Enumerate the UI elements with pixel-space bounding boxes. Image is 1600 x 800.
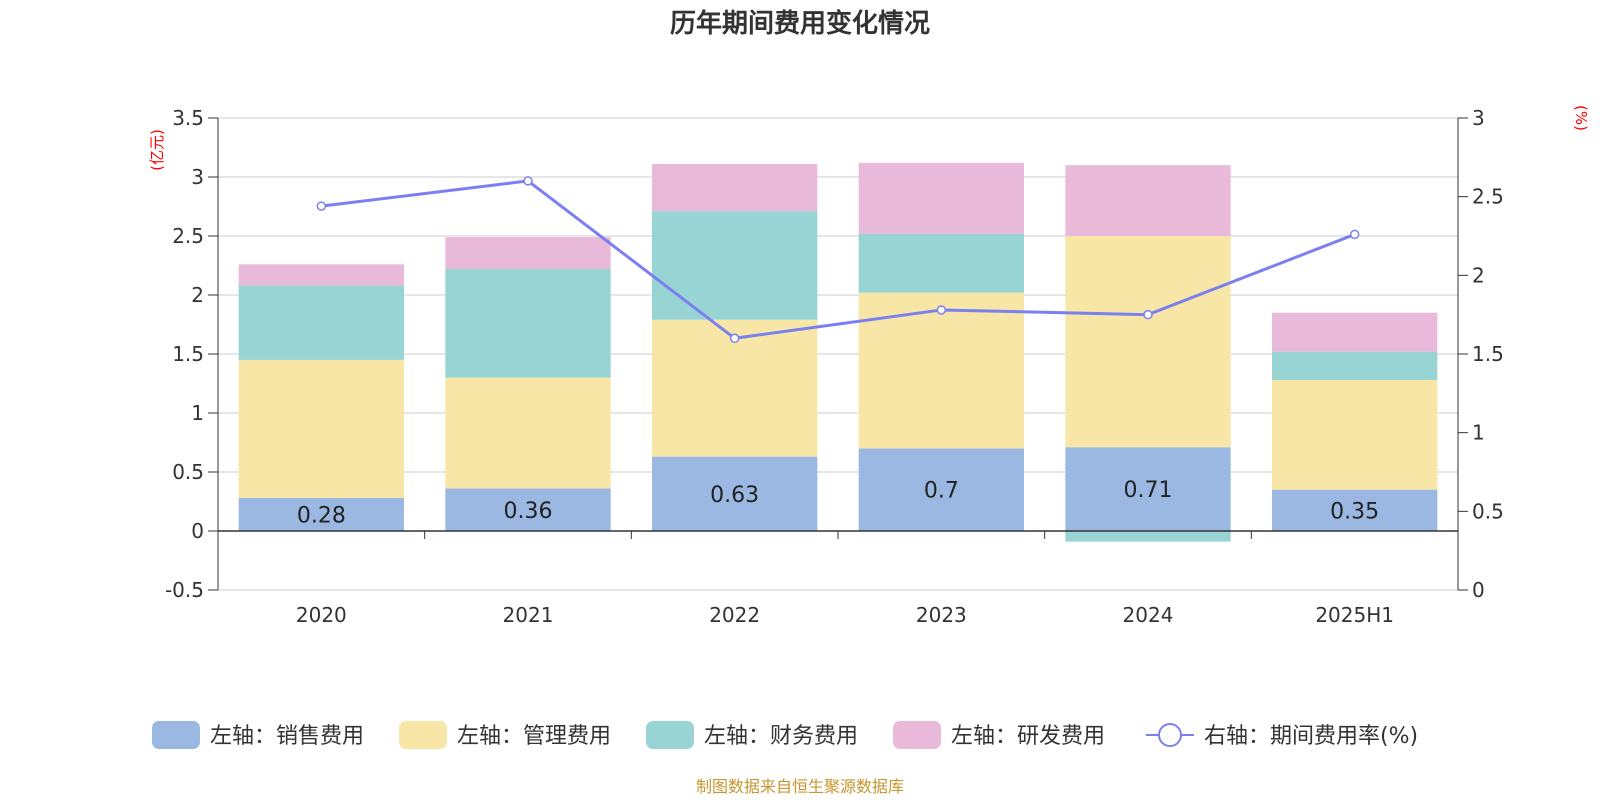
bar-segment: [445, 269, 611, 378]
legend-item[interactable]: 左轴：研发费用: [893, 721, 1105, 749]
right-axis-unit: (%): [1572, 105, 1590, 131]
x-tick-label: 2020: [296, 603, 347, 627]
legend-label: 左轴：管理费用: [457, 724, 611, 749]
legend-swatch: [399, 721, 447, 749]
right-tick-label: 2: [1472, 263, 1485, 287]
axes: 3.5 3 2.5 2 1.5 1 0.5 0 -0.5 3 2.5 2 1.5 1 0.5 0 2020 202…: [165, 106, 1504, 627]
rate-point: [523, 176, 533, 186]
legend-swatch: [152, 721, 200, 749]
legend-item[interactable]: 左轴：财务费用: [646, 721, 858, 749]
bar-segment: [1272, 379, 1438, 490]
gridlines: [218, 117, 1458, 591]
left-tick-label: 1.5: [172, 342, 204, 366]
left-tick-label: 0: [191, 519, 204, 543]
legend: 左轴：销售费用 左轴：管理费用 左轴：财务费用 左轴：研发费用 右轴：期间费用率(%): [152, 721, 1418, 749]
bar-segment: [445, 488, 611, 531]
bars: [238, 162, 1438, 542]
rate-line: [316, 176, 1360, 344]
left-tick-label: 2.5: [172, 224, 204, 248]
rate-line-path: [321, 179, 1356, 340]
bar-segment: [652, 164, 818, 212]
x-tick-label: 2021: [503, 603, 554, 627]
labels: 0.28 0.36 0.63 0.7 0.71 0.35: [297, 478, 1379, 528]
bar-segment: [652, 456, 818, 531]
left-tick-label: 1: [191, 401, 204, 425]
right-tick-label: 3: [1472, 106, 1485, 130]
legend-label: 左轴：销售费用: [210, 724, 364, 749]
legend-swatch: [646, 721, 694, 749]
data-label: 0.36: [504, 499, 553, 524]
left-tick-label: -0.5: [165, 578, 204, 602]
bar-segment: [238, 497, 404, 531]
left-axis-unit: (亿元): [148, 129, 166, 171]
bar-segment: [858, 162, 1024, 234]
rate-point: [316, 201, 327, 211]
rate-point: [1143, 309, 1153, 320]
data-label: 0.35: [1330, 499, 1379, 524]
data-label: 0.28: [297, 503, 346, 528]
bar-segment: [1065, 531, 1231, 542]
legend-item[interactable]: 右轴：期间费用率(%): [1146, 723, 1418, 749]
bar-segment: [238, 359, 404, 498]
bar-segment: [1065, 236, 1231, 448]
bar-segment: [1272, 489, 1438, 531]
left-tick-label: 2: [191, 283, 204, 307]
right-tick-label: 0.5: [1472, 499, 1504, 523]
right-tick-label: 1: [1472, 421, 1485, 445]
bar-segment: [1065, 165, 1231, 236]
left-tick-label: 3.5: [172, 106, 204, 130]
chart-title: 历年期间费用变化情况: [670, 8, 930, 39]
rate-point: [936, 305, 947, 315]
legend-label: 左轴：研发费用: [951, 724, 1105, 749]
x-tick-label: 2023: [916, 603, 967, 627]
legend-label: 右轴：期间费用率(%): [1204, 724, 1418, 749]
legend-circle-swatch: [1158, 723, 1182, 747]
bar-segment: [652, 211, 818, 320]
bar-segment: [238, 264, 404, 286]
x-tick-label: 2025H1: [1315, 603, 1394, 627]
legend-swatch: [893, 721, 941, 749]
rate-point: [1349, 229, 1360, 240]
rate-point: [729, 333, 740, 344]
bar-segment: [445, 237, 611, 270]
legend-item[interactable]: 左轴：管理费用: [399, 721, 611, 749]
bar-segment: [1065, 447, 1231, 531]
bar-segment: [1272, 312, 1438, 352]
legend-label: 左轴：财务费用: [704, 724, 858, 749]
left-tick-label: 3: [191, 165, 204, 189]
bar-segment: [445, 377, 611, 489]
right-tick-label: 2.5: [1472, 185, 1504, 209]
bar-segment: [858, 448, 1024, 531]
source-note: 制图数据来自恒生聚源数据库: [696, 777, 904, 796]
left-tick-label: 0.5: [172, 460, 204, 484]
bar-segment: [858, 292, 1024, 449]
data-label: 0.63: [710, 483, 759, 508]
right-tick-label: 1.5: [1472, 342, 1504, 366]
x-tick-label: 2024: [1123, 603, 1174, 627]
data-label: 0.7: [924, 479, 959, 504]
bar-segment: [238, 285, 404, 360]
bar-segment: [1272, 351, 1438, 380]
legend-item[interactable]: 左轴：销售费用: [152, 721, 364, 749]
right-tick-label: 0: [1472, 578, 1485, 602]
data-label: 0.71: [1124, 478, 1173, 503]
x-tick-label: 2022: [709, 603, 760, 627]
bar-segment: [858, 233, 1024, 293]
